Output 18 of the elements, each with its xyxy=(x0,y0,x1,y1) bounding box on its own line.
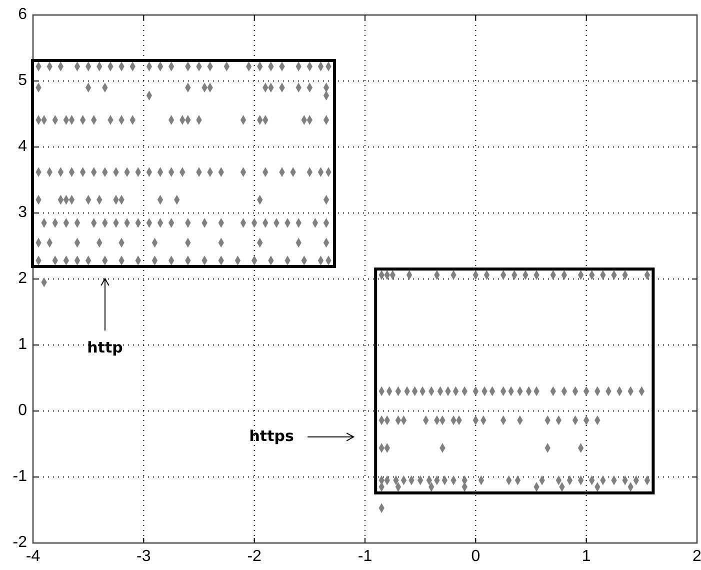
y-tick-label: 3 xyxy=(18,204,28,222)
y-tick-label: 1 xyxy=(18,336,28,354)
x-tick-label: -3 xyxy=(136,548,151,565)
x-tick-label: -1 xyxy=(358,548,372,565)
x-tick-label: -2 xyxy=(247,548,262,565)
annotation: https xyxy=(249,427,294,446)
y-tick-label: -2 xyxy=(12,534,28,552)
y-tick-label: 2 xyxy=(18,270,28,288)
x-tick-label: 1 xyxy=(582,548,591,565)
x-tick-label: 2 xyxy=(692,548,701,565)
x-tick-label: -4 xyxy=(26,548,40,565)
y-tick-label: -1 xyxy=(12,468,28,486)
y-tick-label: 6 xyxy=(18,6,28,24)
y-tick-label: 4 xyxy=(18,138,28,156)
annotation: http xyxy=(87,338,124,357)
y-tick-label: 5 xyxy=(18,72,28,90)
y-tick-label: 0 xyxy=(18,402,28,420)
x-tick-label: 0 xyxy=(471,548,480,565)
